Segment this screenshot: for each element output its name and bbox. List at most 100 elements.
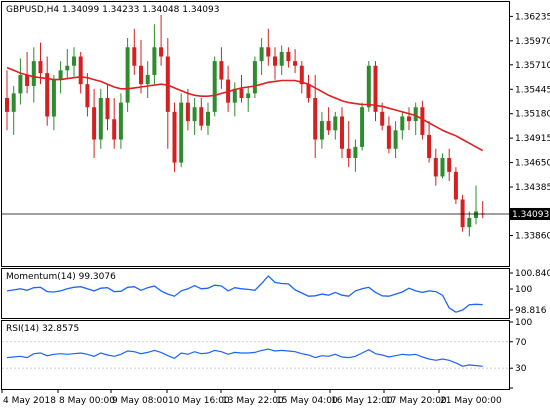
candle-body (467, 217, 472, 228)
candle-body (31, 61, 36, 87)
price-tick-label: 1.34650 (515, 159, 550, 169)
time-tick-label: 17 May 20:00 (385, 396, 447, 406)
candle-body (353, 146, 358, 158)
candle-body (366, 65, 371, 108)
time-tick-label: 9 May 08:00 (112, 396, 168, 406)
candle-body (380, 111, 385, 126)
candle-body (72, 56, 76, 66)
momentum-tick-label: 100 (515, 285, 532, 295)
candle-body (219, 61, 224, 80)
candle-body (460, 199, 465, 228)
axes-layer: 1.33860 1.34385 1.34650 1.34915 1.35180 1.354… (1, 12, 550, 406)
candle-body (98, 98, 103, 140)
time-tick-label: 13 May 22:00 (222, 396, 284, 406)
price-tick-label: 1.34915 (515, 134, 550, 144)
candle-body (92, 107, 97, 140)
time-tick-label: 15 May 04:00 (276, 396, 338, 406)
candle-body (45, 73, 50, 117)
candle-body (400, 116, 405, 131)
candle-body (474, 211, 478, 218)
price-tick-label: 1.33860 (515, 231, 550, 241)
time-tick-label: 21 May 00:00 (440, 396, 502, 406)
price-tick-label: 1.34385 (515, 183, 550, 193)
candle-body (185, 102, 190, 122)
time-tick-label: 16 May 12:00 (331, 396, 393, 406)
candle-body (420, 107, 425, 135)
momentum-line (6, 275, 483, 313)
candle-body (5, 98, 9, 112)
candle-body (333, 116, 338, 131)
candle-body (118, 102, 123, 140)
candle-body (360, 107, 365, 147)
time-tick-label: 4 May 2018 (3, 396, 56, 406)
momentum-pane-frame (1, 268, 510, 319)
candle-body (78, 56, 83, 85)
candle-body (152, 47, 157, 75)
candle-body (259, 47, 264, 62)
candle-body (145, 74, 150, 85)
candle-body (433, 157, 438, 177)
rsi-title: RSI(14) 32.8575 (6, 324, 79, 334)
time-tick-label: 10 May 16:00 (168, 396, 230, 406)
candle-body (326, 121, 331, 131)
time-tick-label: 8 May 00:00 (59, 396, 115, 406)
momentum-plot-area (6, 275, 483, 313)
candle-body (132, 47, 137, 66)
candle-body (38, 61, 43, 74)
price-tick-label: 1.36235 (515, 12, 550, 22)
candle-body (427, 134, 432, 158)
price-tick-label: 1.35710 (515, 61, 550, 71)
candle-body (273, 56, 277, 66)
candle-body (407, 116, 411, 122)
candle-body (192, 107, 197, 122)
momentum-tick-label: 100.8406 (515, 269, 550, 279)
rsi-line (6, 348, 483, 367)
candle-body (413, 107, 418, 122)
candle-body (440, 157, 445, 177)
candle-body (373, 65, 378, 112)
candle-body (112, 119, 117, 140)
last-price-label: 1.34093 (512, 210, 549, 220)
candle-body (25, 74, 30, 87)
candle-body (447, 157, 452, 172)
momentum-tick-label: 98.816 (515, 306, 547, 316)
candle-body (246, 93, 251, 99)
candle-body (11, 93, 16, 112)
candle-body (279, 51, 284, 66)
candle-body (199, 107, 204, 126)
candle-body (206, 111, 210, 126)
momentum-title: Momentum(14) 99.3076 (6, 272, 116, 282)
candle-body (65, 65, 70, 71)
main-plot-area (2, 14, 509, 237)
candle-body (139, 65, 143, 85)
candle-body (239, 88, 244, 99)
candle-body (125, 47, 130, 103)
candle-body (386, 125, 391, 149)
candle-body (299, 65, 304, 85)
candle-body (212, 61, 217, 112)
candle-body (105, 98, 110, 120)
candle-body (313, 98, 318, 140)
main-pane-frame (1, 1, 510, 267)
candle-body (293, 61, 298, 66)
price-tick-label: 1.35180 (515, 110, 550, 120)
rsi-tick-label: 30 (515, 364, 527, 374)
candle-body (346, 148, 351, 158)
price-tick-label: 1.35445 (515, 85, 550, 95)
candle-body (266, 47, 271, 57)
candle-body (51, 79, 56, 117)
rsi-tick-label: 70 (515, 338, 527, 348)
candle-body (453, 171, 458, 200)
candle-body (306, 84, 311, 99)
candle-body (159, 47, 164, 57)
candle-body (58, 70, 63, 80)
candle-body (252, 61, 257, 94)
candle-body (286, 51, 291, 62)
main-chart-title: GBPUSD,H4 1.34099 1.34233 1.34048 1.3409… (6, 5, 219, 15)
rsi-pane-frame (1, 320, 510, 390)
candle-body (340, 116, 344, 149)
candle-body (179, 102, 184, 163)
candle-body (85, 84, 90, 108)
